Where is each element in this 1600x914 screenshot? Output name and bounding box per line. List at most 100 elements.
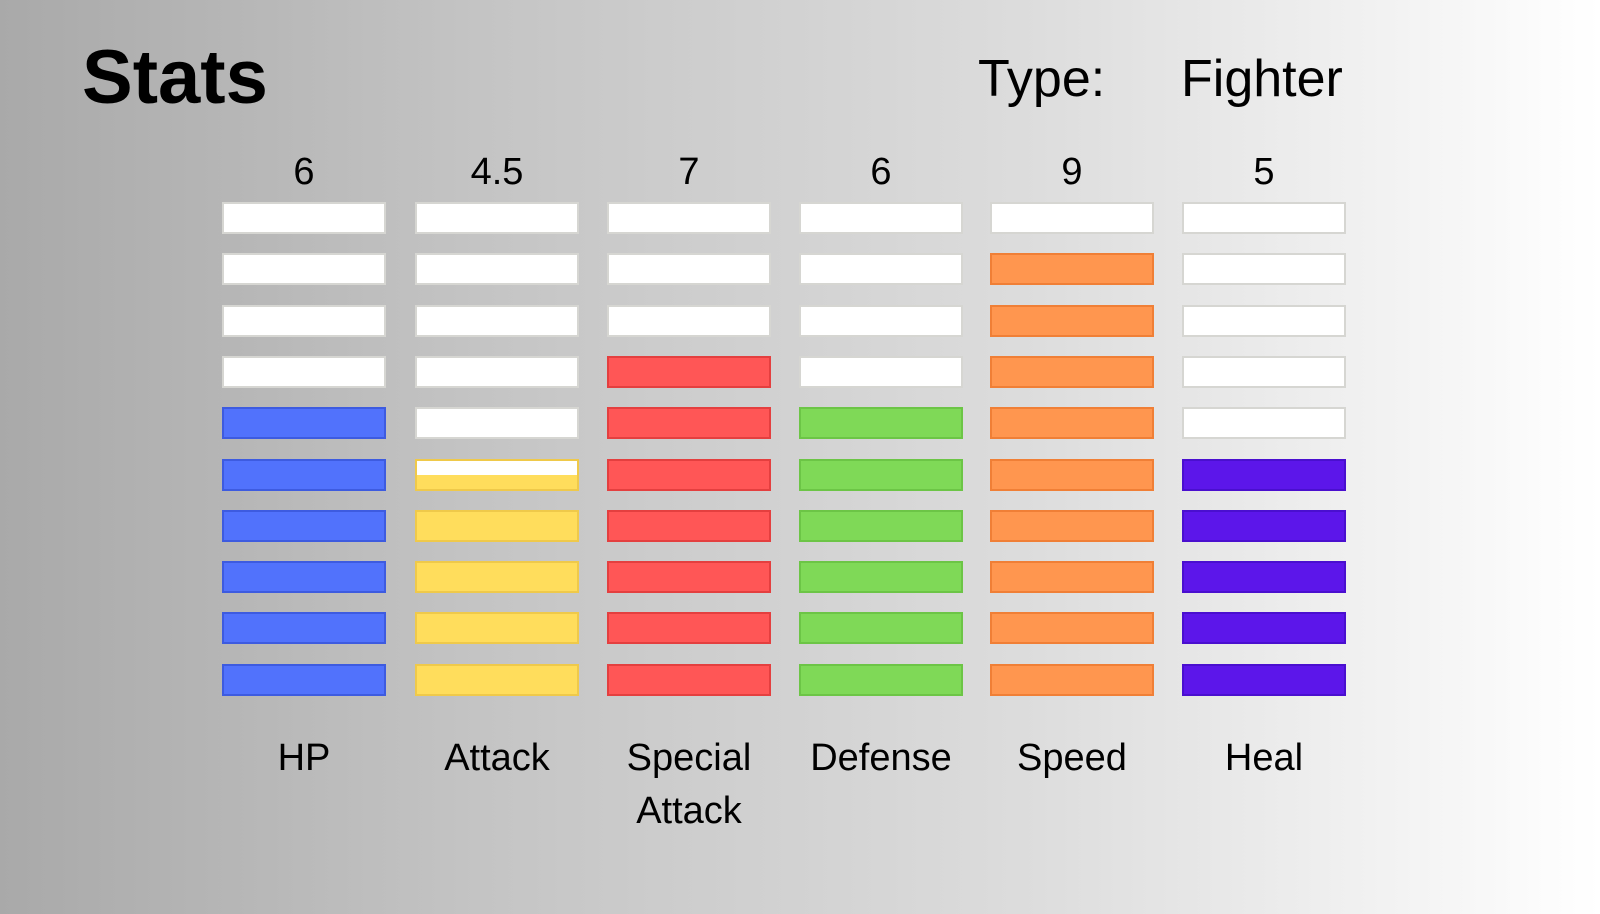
stat-bar-segment xyxy=(799,304,963,337)
stat-name-attack: Attack xyxy=(444,737,550,779)
stat-bar-segment xyxy=(799,458,963,491)
stat-value-heal: 5 xyxy=(1253,151,1275,193)
stat-bar-segment xyxy=(222,202,386,234)
stat-bar-fill xyxy=(609,614,769,643)
stat-bar-segment xyxy=(990,253,1154,286)
stat-column-defense: 6 Defense xyxy=(799,146,963,779)
stat-bar-segment xyxy=(607,202,771,234)
stat-bar-segment xyxy=(607,663,771,696)
stat-bar-fill xyxy=(801,614,961,643)
stat-bar-fill xyxy=(224,460,384,489)
page-title: Stats xyxy=(82,35,268,120)
stat-bar-segment xyxy=(990,458,1154,491)
stat-bar-segment xyxy=(222,304,386,337)
stat-bar-fill xyxy=(1184,511,1344,540)
stat-bar-fill xyxy=(224,563,384,592)
type-label: Type: xyxy=(978,50,1106,108)
stat-value-speed: 9 xyxy=(1061,151,1083,193)
stat-bar-fill xyxy=(801,563,961,592)
stat-bar-segment xyxy=(415,304,579,337)
stat-bar-segment xyxy=(607,253,771,286)
stat-bar-fill xyxy=(992,409,1152,438)
stat-bar-segment xyxy=(415,458,579,491)
stat-bar-fill xyxy=(801,511,961,540)
stat-bar-fill xyxy=(992,563,1152,592)
stat-bar-segment xyxy=(990,355,1154,388)
stat-value-attack: 4.5 xyxy=(470,151,524,193)
stat-bar-segment xyxy=(415,355,579,388)
stat-bar-fill xyxy=(609,563,769,592)
stat-bar-segment xyxy=(1182,304,1346,337)
stat-bar-fill xyxy=(992,357,1152,386)
stat-bar-segment xyxy=(990,509,1154,542)
stat-bar-segment xyxy=(607,355,771,388)
stat-bar-segment xyxy=(607,458,771,491)
stat-bar-segment xyxy=(607,509,771,542)
stat-bar-segment xyxy=(222,407,386,440)
stat-bar-fill xyxy=(992,614,1152,643)
stat-bar-segment xyxy=(799,509,963,542)
stat-bar-segment xyxy=(799,561,963,594)
stat-bar-segment xyxy=(415,509,579,542)
stat-bar-segment xyxy=(799,407,963,440)
stat-bar-segment xyxy=(222,561,386,594)
stat-bar-segment xyxy=(1182,407,1346,440)
stat-bar-segment xyxy=(990,612,1154,645)
stat-column-heal: 5 Heal xyxy=(1182,146,1346,779)
stat-column-hp: 6 HP xyxy=(222,146,386,779)
stat-bar-segment xyxy=(1182,458,1346,491)
stat-bar-fill xyxy=(1184,563,1344,592)
type-value: Fighter xyxy=(1181,50,1343,108)
stat-value-special-attack: 7 xyxy=(678,151,700,193)
stat-column-special-attack: 7 Special Attack xyxy=(607,146,771,832)
stat-bar-fill xyxy=(801,665,961,694)
stat-bar-segment xyxy=(415,253,579,286)
stat-bar-fill xyxy=(801,409,961,438)
stat-bar-fill xyxy=(992,665,1152,694)
stat-bar-fill xyxy=(609,460,769,489)
stat-bar-fill xyxy=(1184,665,1344,694)
stat-bar-segment xyxy=(1182,202,1346,234)
stat-bar-segment xyxy=(990,407,1154,440)
stat-bar-segment xyxy=(222,612,386,645)
stat-bar-fill xyxy=(417,474,577,489)
stat-bar-segment xyxy=(990,561,1154,594)
stat-bar-fill xyxy=(224,665,384,694)
stat-bar-segment xyxy=(1182,509,1346,542)
stat-column-attack: 4.5 Attack xyxy=(415,146,579,779)
stat-bar-fill xyxy=(609,357,769,386)
stat-bar-fill xyxy=(417,614,577,643)
stat-name-defense: Defense xyxy=(810,737,952,779)
stat-bar-segment xyxy=(607,561,771,594)
stat-name-hp: HP xyxy=(277,737,331,779)
stat-bar-fill xyxy=(224,614,384,643)
stat-bar-fill xyxy=(1184,614,1344,643)
stat-bar-segment xyxy=(1182,561,1346,594)
stat-bar-segment xyxy=(799,253,963,286)
stat-bar-fill xyxy=(224,511,384,540)
stat-bar-segment xyxy=(222,253,386,286)
stat-bar-fill xyxy=(992,460,1152,489)
stat-bar-segment xyxy=(415,663,579,696)
stat-bar-segment xyxy=(222,663,386,696)
stat-value-hp: 6 xyxy=(293,151,315,193)
stat-bar-segment xyxy=(222,458,386,491)
stat-bar-segment xyxy=(607,612,771,645)
stat-bar-fill xyxy=(609,409,769,438)
stat-bar-fill xyxy=(992,306,1152,335)
stat-bar-fill xyxy=(609,665,769,694)
stat-bar-segment xyxy=(990,304,1154,337)
stat-bar-segment xyxy=(799,202,963,234)
stat-bar-fill xyxy=(992,255,1152,284)
stat-bar-fill xyxy=(417,665,577,694)
stat-bar-segment xyxy=(415,561,579,594)
stat-bar-segment xyxy=(1182,253,1346,286)
stat-bar-segment xyxy=(415,612,579,645)
stat-bar-segment xyxy=(1182,612,1346,645)
stat-bar-segment xyxy=(1182,663,1346,696)
stat-bar-fill xyxy=(801,460,961,489)
stat-bar-segment xyxy=(990,202,1154,234)
stat-bar-segment xyxy=(990,663,1154,696)
stat-bar-fill xyxy=(224,409,384,438)
stat-bar-fill xyxy=(609,511,769,540)
